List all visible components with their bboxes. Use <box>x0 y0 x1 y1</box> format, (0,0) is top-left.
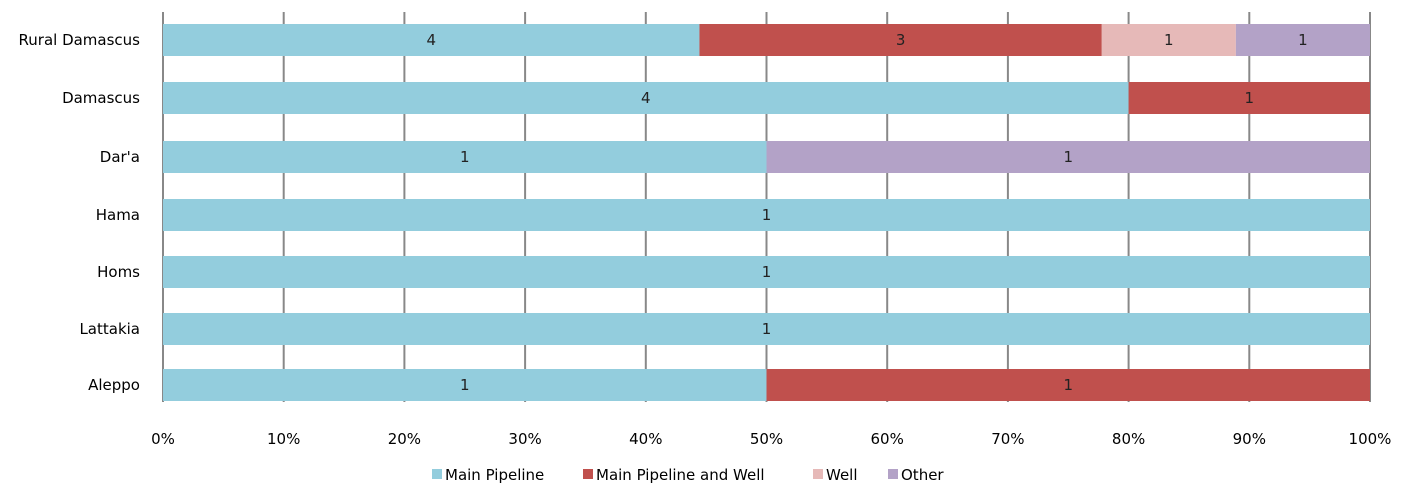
legend-label-main-pipeline: Main Pipeline <box>445 466 544 484</box>
bar-damascus-main-pipeline-and-well <box>1128 82 1370 114</box>
x-tick-label-30: 30% <box>508 430 541 448</box>
bar-dar-a-other <box>766 141 1370 173</box>
legend-swatch-other <box>888 469 898 479</box>
category-label-hama: Hama <box>96 206 140 224</box>
x-axis-ticks: 0% 10% 20% 30% 40% 50% 60% 70% 80% 90% 100% <box>151 430 1391 448</box>
category-label-rural-damascus: Rural Damascus <box>19 31 141 49</box>
bar-dar-a-main-pipeline <box>163 141 767 173</box>
data-label-homs-main-pipeline: 1 <box>762 263 772 281</box>
x-tick-label-80: 80% <box>1112 430 1145 448</box>
x-tick-label-50: 50% <box>750 430 783 448</box>
data-label-damascus-main-pipeline-and-well: 1 <box>1245 89 1255 107</box>
x-tick-label-40: 40% <box>629 430 662 448</box>
x-tick-label-90: 90% <box>1233 430 1266 448</box>
bar-aleppo-main-pipeline-and-well <box>766 369 1370 401</box>
data-label-rural-damascus-main-pipeline: 4 <box>426 31 436 49</box>
category-label-dar-a: Dar'a <box>100 148 140 166</box>
bar-rural-damascus-main-pipeline <box>163 24 700 56</box>
data-label-dar-a-other: 1 <box>1063 148 1073 166</box>
data-label-rural-damascus-main-pipeline-and-well: 3 <box>896 31 906 49</box>
x-tick-label-20: 20% <box>388 430 421 448</box>
legend-swatch-main-pipeline-and-well <box>583 469 593 479</box>
category-label-homs: Homs <box>97 263 140 281</box>
legend-swatch-well <box>813 469 823 479</box>
bar-lattakia-main-pipeline <box>163 313 1370 345</box>
legend-label-well: Well <box>826 466 858 484</box>
bar-aleppo-main-pipeline <box>163 369 767 401</box>
bar-rural-damascus-main-pipeline-and-well <box>699 24 1102 56</box>
data-label-rural-damascus-other: 1 <box>1298 31 1308 49</box>
legend-label-other: Other <box>901 466 944 484</box>
data-label-aleppo-main-pipeline-and-well: 1 <box>1063 376 1073 394</box>
legend-label-main-pipeline-and-well: Main Pipeline and Well <box>596 466 765 484</box>
bar-hama-main-pipeline <box>163 199 1370 231</box>
legend: Main Pipeline Main Pipeline and Well Well O… <box>432 466 944 484</box>
x-tick-label-100: 100% <box>1349 430 1392 448</box>
x-tick-label-10: 10% <box>267 430 300 448</box>
x-tick-label-70: 70% <box>991 430 1024 448</box>
category-labels: Rural Damascus Damascus Dar'a Hama Homs Latta… <box>19 31 141 394</box>
x-tick-label-0: 0% <box>151 430 175 448</box>
bar-damascus-main-pipeline <box>163 82 1129 114</box>
category-label-aleppo: Aleppo <box>88 376 140 394</box>
bar-rural-damascus-other <box>1235 24 1370 56</box>
bars-layer: 4 3 1 1 4 1 1 1 1 1 1 1 1 <box>163 24 1370 401</box>
data-label-dar-a-main-pipeline: 1 <box>460 148 470 166</box>
data-label-lattakia-main-pipeline: 1 <box>762 320 772 338</box>
category-label-lattakia: Lattakia <box>79 320 140 338</box>
bar-rural-damascus-well <box>1101 24 1236 56</box>
data-label-aleppo-main-pipeline: 1 <box>460 376 470 394</box>
bar-homs-main-pipeline <box>163 256 1370 288</box>
data-label-hama-main-pipeline: 1 <box>762 206 772 224</box>
x-tick-label-60: 60% <box>871 430 904 448</box>
data-label-damascus-main-pipeline: 4 <box>641 89 651 107</box>
category-label-damascus: Damascus <box>62 89 140 107</box>
legend-swatch-main-pipeline <box>432 469 442 479</box>
data-label-rural-damascus-well: 1 <box>1164 31 1174 49</box>
